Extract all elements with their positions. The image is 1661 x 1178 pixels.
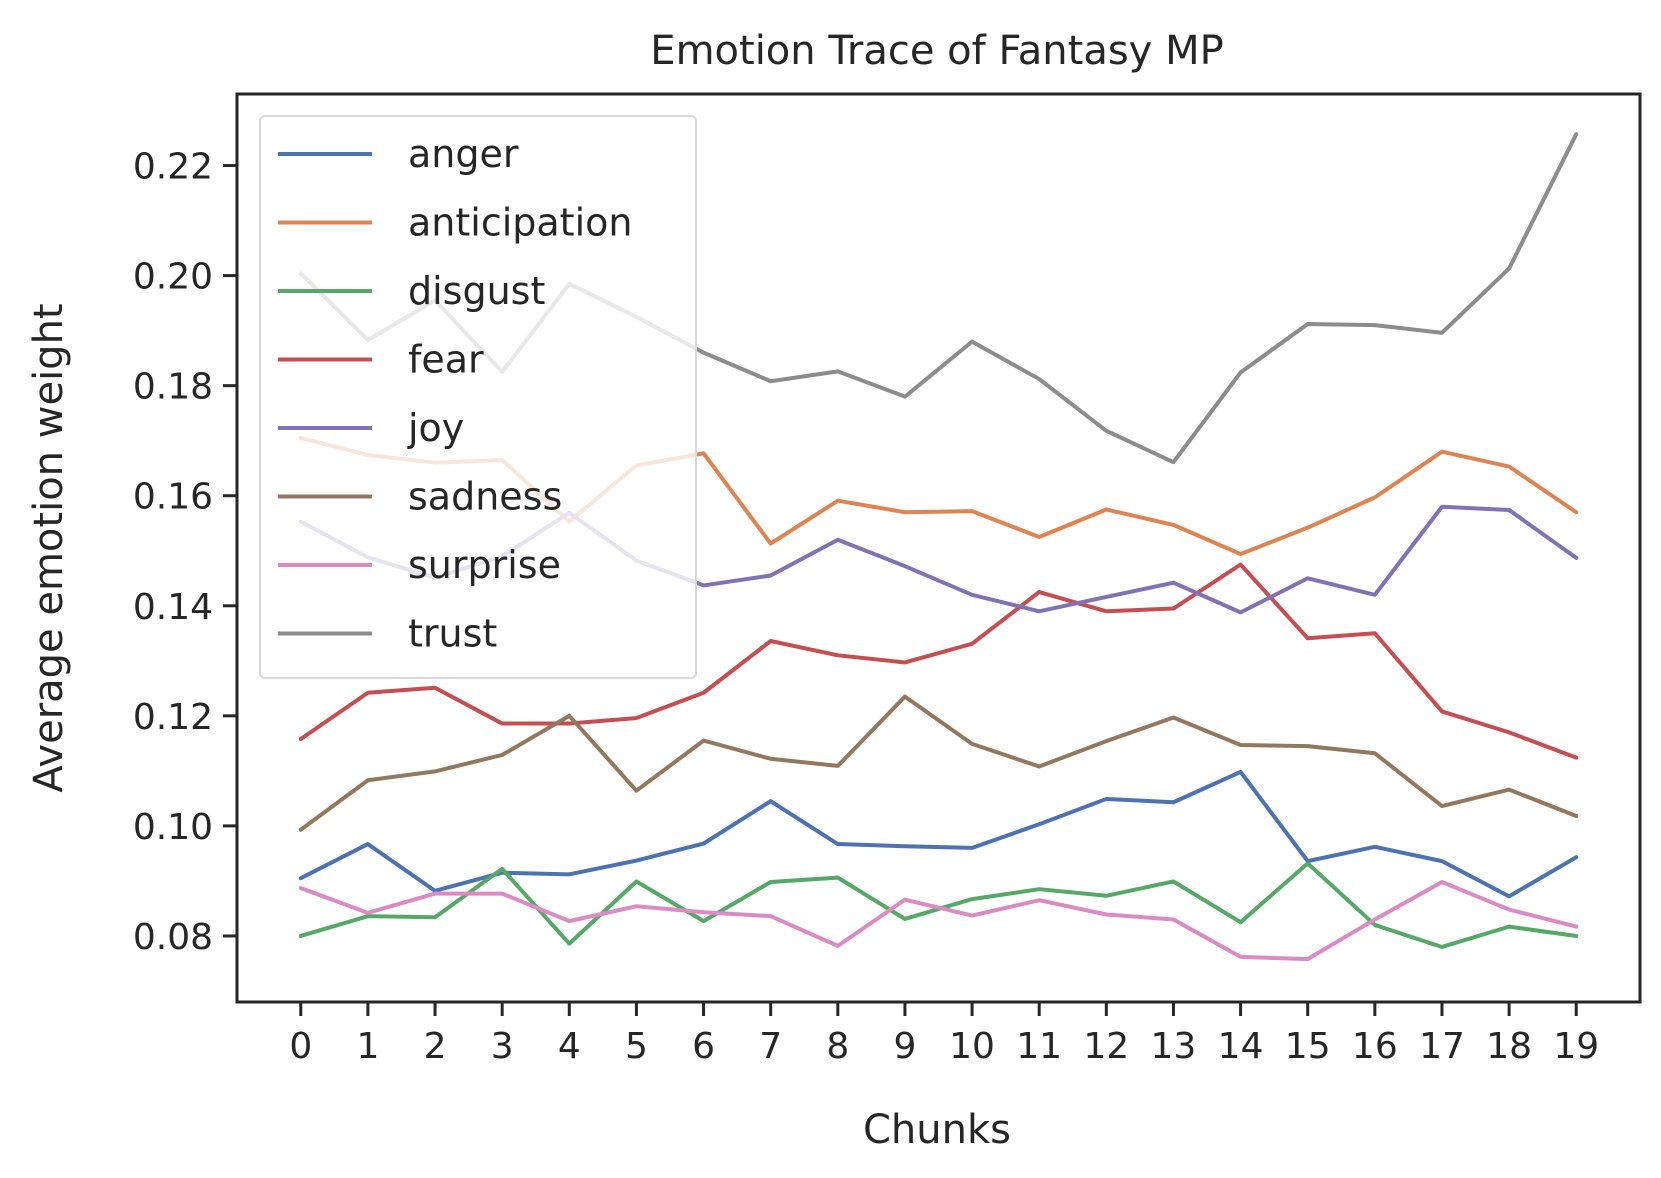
series-line-fear	[298, 562, 1579, 760]
y-tick-label: 0.10	[133, 807, 213, 848]
x-tick-label: 9	[893, 1026, 916, 1067]
x-tick-label: 10	[949, 1026, 995, 1067]
legend-label-anger: anger	[408, 132, 519, 176]
legend-label-surprise: surprise	[408, 543, 561, 587]
legend-label-disgust: disgust	[408, 269, 545, 313]
legend-frame	[259, 115, 697, 679]
y-tick-label: 0.08	[133, 917, 213, 958]
x-tick-label: 6	[692, 1026, 715, 1067]
legend: anger anticipation disgust fear joy sadness su…	[259, 115, 697, 679]
y-tick-label: 0.16	[133, 477, 213, 518]
series-line-surprise	[298, 880, 1579, 962]
series-line-sadness	[298, 694, 1579, 832]
legend-label-trust: trust	[408, 612, 497, 656]
x-tick-label: 3	[491, 1026, 514, 1067]
x-axis: 0 1 2 3 4 5 6 7 8 9 10 11 12 13 14 15 16 17 18 19	[289, 1002, 1599, 1067]
legend-label-anticipation: anticipation	[408, 201, 632, 245]
x-tick-label: 0	[289, 1026, 312, 1067]
y-tick-label: 0.18	[133, 367, 213, 408]
x-tick-label: 7	[759, 1026, 782, 1067]
legend-label-sadness: sadness	[408, 475, 562, 519]
x-tick-label: 18	[1486, 1026, 1532, 1067]
y-tick-label: 0.12	[133, 697, 213, 738]
x-tick-label: 2	[424, 1026, 447, 1067]
x-tick-label: 15	[1285, 1026, 1331, 1067]
x-tick-label: 13	[1151, 1026, 1197, 1067]
x-tick-label: 14	[1218, 1026, 1264, 1067]
y-axis-label: Average emotion weight	[26, 303, 72, 792]
x-tick-label: 8	[826, 1026, 849, 1067]
y-tick-label: 0.22	[133, 147, 213, 188]
x-axis-label: Chunks	[863, 1107, 1011, 1153]
plot-frame	[235, 92, 1642, 1004]
legend-label-fear: fear	[408, 338, 484, 382]
x-tick-label: 19	[1553, 1026, 1599, 1067]
x-tick-label: 17	[1419, 1026, 1465, 1067]
x-tick-label: 16	[1352, 1026, 1398, 1067]
x-tick-label: 12	[1083, 1026, 1129, 1067]
x-tick-label: 5	[625, 1026, 648, 1067]
chart-title: Emotion Trace of Fantasy MP	[650, 28, 1223, 74]
x-tick-label: 1	[356, 1026, 379, 1067]
y-tick-label: 0.20	[133, 257, 213, 298]
y-tick-label: 0.14	[133, 587, 213, 628]
legend-label-joy: joy	[407, 406, 464, 450]
series-line-anger	[298, 769, 1579, 899]
x-tick-label: 11	[1016, 1026, 1062, 1067]
y-axis: 0.08 0.10 0.12 0.14 0.16 0.18 0.20 0.22	[133, 147, 237, 958]
x-tick-label: 4	[558, 1026, 581, 1067]
